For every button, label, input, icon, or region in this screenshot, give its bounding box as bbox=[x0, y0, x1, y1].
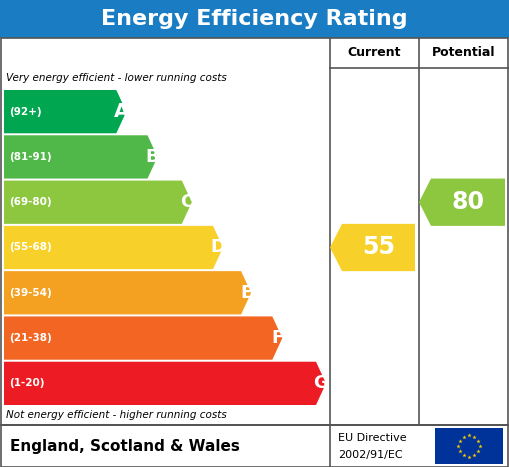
Text: 2002/91/EC: 2002/91/EC bbox=[338, 450, 403, 460]
Polygon shape bbox=[4, 226, 223, 269]
Polygon shape bbox=[4, 135, 157, 178]
Polygon shape bbox=[419, 178, 505, 226]
Text: (92+): (92+) bbox=[9, 106, 42, 117]
Text: England, Scotland & Wales: England, Scotland & Wales bbox=[10, 439, 240, 453]
Text: Energy Efficiency Rating: Energy Efficiency Rating bbox=[101, 9, 408, 29]
Bar bbox=[435, 428, 503, 464]
Polygon shape bbox=[4, 271, 251, 314]
Text: G: G bbox=[314, 375, 328, 392]
Text: C: C bbox=[180, 193, 193, 211]
Polygon shape bbox=[4, 181, 192, 224]
Text: 55: 55 bbox=[362, 235, 395, 260]
Text: D: D bbox=[211, 239, 225, 256]
Text: F: F bbox=[271, 329, 284, 347]
Text: EU Directive: EU Directive bbox=[338, 433, 407, 444]
Bar bbox=[0, 0, 509, 38]
Polygon shape bbox=[4, 317, 282, 360]
Text: A: A bbox=[114, 102, 129, 121]
Text: Not energy efficient - higher running costs: Not energy efficient - higher running co… bbox=[6, 410, 227, 420]
Text: E: E bbox=[240, 284, 252, 302]
Polygon shape bbox=[4, 90, 126, 133]
Text: Potential: Potential bbox=[432, 47, 496, 59]
Text: (39-54): (39-54) bbox=[9, 288, 52, 298]
Polygon shape bbox=[330, 224, 415, 271]
Text: Very energy efficient - lower running costs: Very energy efficient - lower running co… bbox=[6, 73, 227, 83]
Text: (21-38): (21-38) bbox=[9, 333, 52, 343]
Text: 80: 80 bbox=[451, 190, 485, 214]
Text: Current: Current bbox=[348, 47, 401, 59]
Text: (1-20): (1-20) bbox=[9, 378, 44, 389]
Polygon shape bbox=[4, 362, 326, 405]
Text: (69-80): (69-80) bbox=[9, 197, 51, 207]
Bar bbox=[1, 38, 508, 425]
Text: B: B bbox=[146, 148, 159, 166]
Text: (55-68): (55-68) bbox=[9, 242, 52, 253]
Text: (81-91): (81-91) bbox=[9, 152, 51, 162]
Bar bbox=[1, 425, 508, 467]
